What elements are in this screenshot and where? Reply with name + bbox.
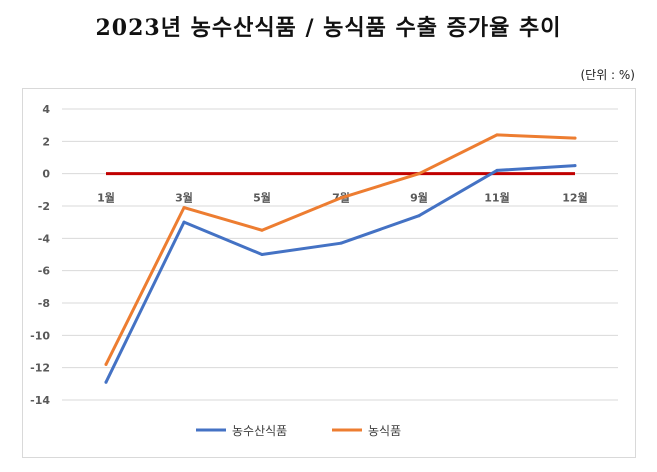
data-point: [495, 168, 499, 172]
data-point: [573, 164, 577, 168]
y-tick-label: -8: [38, 297, 50, 310]
data-point: [182, 206, 186, 210]
data-point: [260, 228, 264, 232]
x-tick-label: 9월: [410, 191, 428, 205]
y-tick-label: -6: [38, 265, 51, 278]
y-tick-label: -2: [38, 200, 50, 213]
y-tick-label: -10: [30, 329, 50, 342]
data-point: [104, 380, 108, 384]
legend-label-2: 농식품: [368, 424, 401, 438]
y-tick-label: 2: [42, 135, 50, 148]
data-point: [339, 196, 343, 200]
data-point: [417, 214, 421, 218]
data-point: [182, 220, 186, 224]
legend-label-1: 농수산식품: [232, 424, 287, 438]
data-point: [495, 133, 499, 137]
y-tick-label: -14: [30, 394, 50, 407]
chart-frame: [22, 88, 636, 458]
y-tick-label: -12: [30, 362, 50, 375]
x-tick-label: 5월: [253, 191, 271, 205]
data-point: [573, 136, 577, 140]
data-point: [260, 253, 264, 256]
chart-title: 2023년 농수산식품 / 농식품 수출 증가율 추이: [95, 15, 562, 41]
y-tick-label: 4: [42, 103, 50, 116]
data-point: [339, 241, 343, 245]
data-point: [417, 172, 421, 176]
x-tick-label: 12월: [562, 191, 587, 205]
y-tick-label: -4: [38, 232, 51, 245]
x-tick-label: 11월: [484, 191, 509, 205]
x-tick-label: 1월: [97, 191, 115, 205]
data-point: [104, 362, 108, 366]
x-tick-label: 3월: [175, 191, 193, 205]
unit-label: (단위 : %): [580, 68, 635, 82]
y-tick-label: 0: [42, 168, 50, 181]
